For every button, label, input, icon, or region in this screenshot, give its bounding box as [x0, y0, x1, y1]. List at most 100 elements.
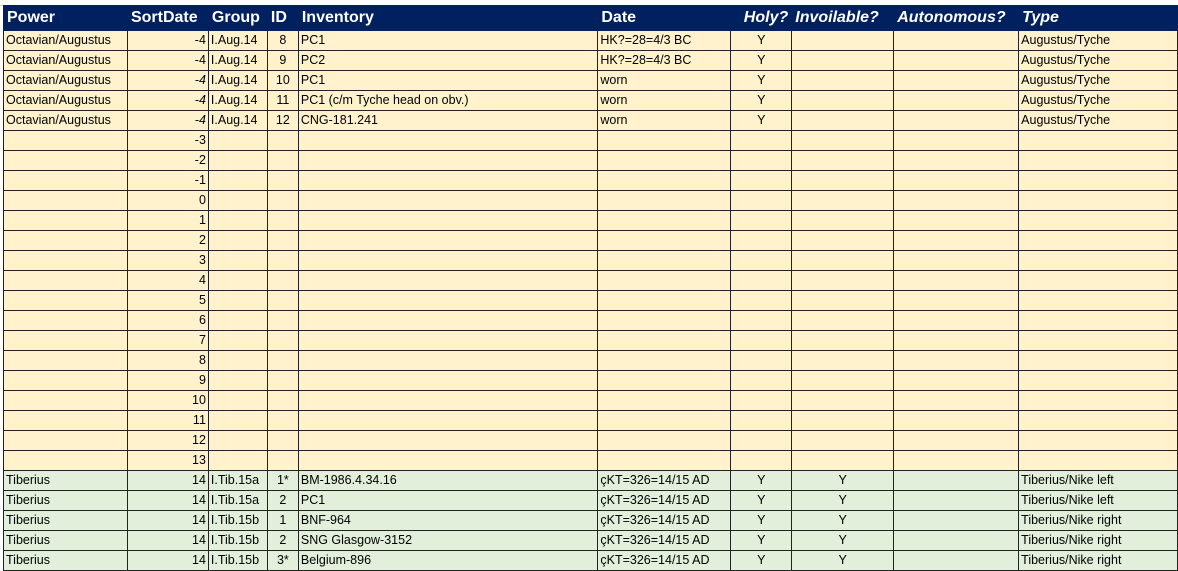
header-date[interactable]: Date	[597, 5, 732, 31]
cell-group[interactable]: I.Aug.14	[207, 70, 268, 91]
cell-date[interactable]: çKT=326=14/15 AD	[597, 530, 732, 551]
cell-autonomous[interactable]	[893, 270, 1020, 291]
cell-type[interactable]	[1018, 310, 1178, 331]
header-power[interactable]: Power	[3, 5, 128, 31]
cell-type[interactable]: Augustus/Tyche	[1018, 30, 1178, 51]
cell-group[interactable]	[207, 350, 268, 371]
cell-invoilable[interactable]	[791, 170, 895, 191]
cell-id[interactable]	[266, 150, 299, 171]
cell-sortdate[interactable]: -4	[126, 30, 209, 51]
cell-sortdate[interactable]: 8	[126, 350, 209, 371]
cell-invoilable[interactable]: Y	[791, 530, 895, 551]
cell-inventory[interactable]	[297, 310, 599, 331]
cell-power[interactable]	[3, 170, 128, 191]
cell-power[interactable]: Octavian/Augustus	[3, 90, 128, 111]
cell-invoilable[interactable]	[791, 130, 895, 151]
cell-sortdate[interactable]: 5	[126, 290, 209, 311]
cell-id[interactable]	[266, 390, 299, 411]
cell-inventory[interactable]	[297, 150, 599, 171]
cell-type[interactable]	[1018, 290, 1178, 311]
cell-date[interactable]	[597, 390, 732, 411]
cell-id[interactable]	[266, 210, 299, 231]
cell-holy[interactable]	[730, 150, 793, 171]
cell-power[interactable]: Tiberius	[3, 470, 128, 491]
cell-inventory[interactable]: PC2	[297, 50, 599, 71]
cell-date[interactable]	[597, 230, 732, 251]
cell-holy[interactable]	[730, 270, 793, 291]
cell-invoilable[interactable]	[791, 230, 895, 251]
cell-holy[interactable]: Y	[730, 30, 793, 51]
cell-holy[interactable]: Y	[730, 530, 793, 551]
cell-id[interactable]	[266, 430, 299, 451]
cell-id[interactable]: 11	[266, 90, 299, 111]
cell-holy[interactable]	[730, 370, 793, 391]
cell-inventory[interactable]	[297, 290, 599, 311]
cell-date[interactable]	[597, 150, 732, 171]
cell-inventory[interactable]	[297, 450, 599, 471]
cell-inventory[interactable]	[297, 250, 599, 271]
cell-sortdate[interactable]: -4	[126, 70, 209, 91]
cell-invoilable[interactable]	[791, 370, 895, 391]
cell-autonomous[interactable]	[893, 230, 1020, 251]
cell-power[interactable]: Octavian/Augustus	[3, 30, 128, 51]
cell-date[interactable]: çKT=326=14/15 AD	[597, 550, 732, 571]
cell-type[interactable]	[1018, 390, 1178, 411]
cell-power[interactable]	[3, 430, 128, 451]
cell-sortdate[interactable]: 14	[126, 510, 209, 531]
cell-holy[interactable]: Y	[730, 110, 793, 131]
cell-autonomous[interactable]	[893, 170, 1020, 191]
cell-autonomous[interactable]	[893, 530, 1020, 551]
cell-type[interactable]	[1018, 210, 1178, 231]
cell-autonomous[interactable]	[893, 370, 1020, 391]
cell-type[interactable]	[1018, 330, 1178, 351]
cell-id[interactable]	[266, 410, 299, 431]
cell-holy[interactable]: Y	[730, 550, 793, 571]
cell-type[interactable]	[1018, 130, 1178, 151]
cell-sortdate[interactable]: -4	[126, 50, 209, 71]
cell-group[interactable]: I.Tib.15b	[207, 550, 268, 571]
cell-invoilable[interactable]	[791, 90, 895, 111]
cell-type[interactable]	[1018, 270, 1178, 291]
cell-date[interactable]: worn	[597, 70, 732, 91]
cell-inventory[interactable]	[297, 230, 599, 251]
cell-type[interactable]: Tiberius/Nike right	[1018, 550, 1178, 571]
cell-inventory[interactable]	[297, 210, 599, 231]
cell-invoilable[interactable]	[791, 70, 895, 91]
header-holy[interactable]: Holy?	[730, 5, 793, 31]
cell-holy[interactable]	[730, 430, 793, 451]
cell-holy[interactable]: Y	[730, 90, 793, 111]
cell-autonomous[interactable]	[893, 390, 1020, 411]
cell-id[interactable]: 10	[266, 70, 299, 91]
cell-group[interactable]	[207, 330, 268, 351]
cell-date[interactable]	[597, 430, 732, 451]
cell-group[interactable]: I.Aug.14	[207, 30, 268, 51]
cell-type[interactable]: Augustus/Tyche	[1018, 110, 1178, 131]
cell-date[interactable]	[597, 410, 732, 431]
cell-sortdate[interactable]: 11	[126, 410, 209, 431]
cell-group[interactable]	[207, 450, 268, 471]
cell-id[interactable]	[266, 130, 299, 151]
header-group[interactable]: Group	[207, 5, 268, 31]
cell-inventory[interactable]: BM-1986.4.34.16	[297, 470, 599, 491]
cell-holy[interactable]	[730, 130, 793, 151]
cell-type[interactable]: Augustus/Tyche	[1018, 70, 1178, 91]
cell-autonomous[interactable]	[893, 310, 1020, 331]
cell-autonomous[interactable]	[893, 90, 1020, 111]
cell-power[interactable]	[3, 410, 128, 431]
cell-id[interactable]	[266, 250, 299, 271]
cell-type[interactable]: Tiberius/Nike right	[1018, 510, 1178, 531]
cell-type[interactable]	[1018, 350, 1178, 371]
cell-invoilable[interactable]: Y	[791, 470, 895, 491]
cell-power[interactable]: Tiberius	[3, 530, 128, 551]
cell-id[interactable]: 1	[266, 510, 299, 531]
cell-id[interactable]	[266, 450, 299, 471]
cell-invoilable[interactable]	[791, 110, 895, 131]
cell-date[interactable]	[597, 350, 732, 371]
cell-inventory[interactable]	[297, 430, 599, 451]
cell-power[interactable]	[3, 330, 128, 351]
cell-inventory[interactable]	[297, 370, 599, 391]
cell-invoilable[interactable]	[791, 150, 895, 171]
cell-power[interactable]: Octavian/Augustus	[3, 70, 128, 91]
cell-invoilable[interactable]	[791, 310, 895, 331]
cell-power[interactable]: Tiberius	[3, 510, 128, 531]
